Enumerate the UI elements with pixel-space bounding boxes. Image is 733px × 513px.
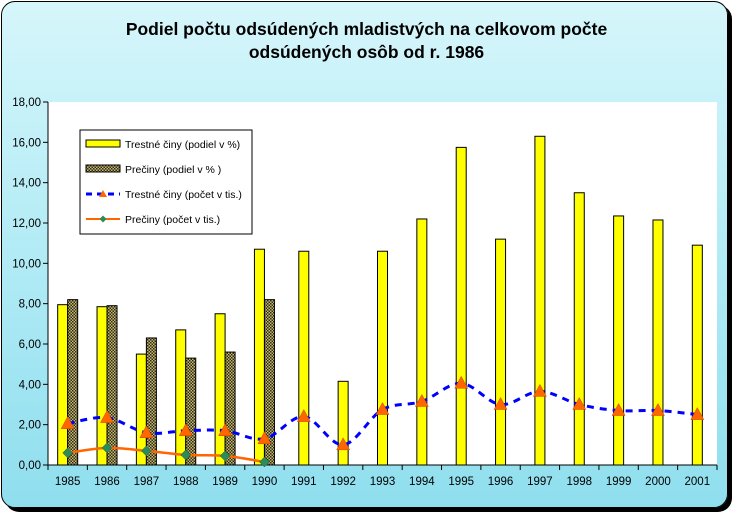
bar-preciny-podiel bbox=[185, 357, 197, 466]
bar-trestne-ciny-podiel bbox=[214, 313, 226, 466]
bar-trestne-ciny-podiel bbox=[573, 192, 585, 466]
x-tick-label: 1987 bbox=[134, 476, 160, 488]
x-tick-label: 1998 bbox=[566, 476, 592, 488]
bar-preciny-podiel bbox=[263, 299, 275, 466]
x-tick-label: 1991 bbox=[291, 476, 317, 488]
legend-label: Prečiny (podiel v % ) bbox=[125, 164, 221, 176]
marker-preciny-pocet bbox=[219, 450, 231, 462]
bar-trestne-ciny-podiel bbox=[298, 250, 310, 466]
chart-title-line-1: Podiel počtu odsúdených mladistvých na c… bbox=[125, 19, 608, 39]
y-tick-label: 14,00 bbox=[12, 178, 41, 190]
marker-trestne-ciny-pocet bbox=[218, 423, 233, 436]
marker-trestne-ciny-pocet bbox=[257, 431, 272, 445]
marker-trestne-ciny-pocet bbox=[572, 396, 587, 410]
x-tick-label: 1986 bbox=[94, 476, 120, 488]
y-tick-label: 2,00 bbox=[19, 420, 41, 432]
bar-trestne-ciny-podiel bbox=[96, 306, 108, 466]
y-tick-label: 12,00 bbox=[12, 218, 41, 230]
bar-trestne-ciny-podiel bbox=[337, 380, 349, 466]
x-tick-label: 1985 bbox=[55, 476, 81, 488]
line-trestne-ciny-pocet bbox=[67, 381, 698, 447]
legend-marker-trestne-ciny-pocet bbox=[99, 190, 107, 197]
legend-swatch-trestne-ciny-podiel bbox=[85, 139, 121, 148]
bar-trestne-ciny-podiel bbox=[495, 238, 507, 466]
x-tick-label: 1989 bbox=[212, 476, 238, 488]
bar-trestne-ciny-podiel bbox=[455, 146, 467, 466]
bar-trestne-ciny-podiel bbox=[534, 135, 546, 466]
x-tick-label: 1993 bbox=[370, 476, 396, 488]
x-tick-label: 1999 bbox=[606, 476, 632, 488]
marker-preciny-pocet bbox=[101, 442, 113, 454]
bar-trestne-ciny-podiel bbox=[613, 215, 625, 466]
marker-trestne-ciny-pocet bbox=[336, 437, 351, 451]
marker-trestne-ciny-pocet bbox=[60, 416, 75, 429]
bar-trestne-ciny-podiel bbox=[691, 244, 703, 466]
marker-trestne-ciny-pocet bbox=[651, 403, 665, 416]
marker-trestne-ciny-pocet bbox=[690, 407, 705, 420]
marker-preciny-pocet bbox=[180, 449, 192, 461]
marker-preciny-pocet bbox=[141, 445, 152, 457]
bar-trestne-ciny-podiel bbox=[416, 218, 428, 466]
x-tick-label: 2000 bbox=[645, 476, 671, 488]
bar-trestne-ciny-podiel bbox=[57, 304, 69, 466]
chart-title-line-2: odsúdených osôb od r. 1986 bbox=[248, 42, 485, 62]
marker-trestne-ciny-pocet bbox=[532, 383, 547, 397]
bar-preciny-podiel bbox=[224, 351, 236, 466]
legend-marker-preciny-pocet bbox=[99, 215, 107, 223]
y-tick-label: 6,00 bbox=[19, 339, 41, 351]
marker-trestne-ciny-pocet bbox=[178, 423, 193, 436]
bar-preciny-podiel bbox=[145, 337, 157, 466]
marker-trestne-ciny-pocet bbox=[375, 402, 390, 415]
x-tick-label: 1997 bbox=[527, 476, 553, 488]
y-tick-label: 8,00 bbox=[19, 299, 41, 311]
bar-trestne-ciny-podiel bbox=[377, 250, 388, 466]
marker-trestne-ciny-pocet bbox=[611, 403, 626, 416]
y-tick-label: 16,00 bbox=[12, 137, 41, 149]
legend-label: Prečiny (počet v tis.) bbox=[125, 214, 220, 226]
y-tick-label: 0,00 bbox=[19, 460, 41, 472]
x-tick-label: 1996 bbox=[488, 476, 514, 488]
bar-preciny-podiel bbox=[67, 299, 79, 466]
marker-trestne-ciny-pocet bbox=[139, 425, 154, 438]
y-tick-label: 18,00 bbox=[12, 97, 41, 109]
chart-title: Podiel počtu odsúdených mladistvých na c… bbox=[0, 18, 733, 64]
marker-preciny-pocet bbox=[62, 447, 74, 459]
marker-trestne-ciny-pocet bbox=[100, 410, 114, 423]
legend-swatch-preciny-podiel bbox=[85, 164, 121, 173]
x-tick-label: 1990 bbox=[252, 476, 278, 488]
bar-preciny-podiel bbox=[106, 305, 118, 466]
x-tick-label: 2001 bbox=[685, 476, 711, 488]
x-tick-label: 1995 bbox=[448, 476, 474, 488]
legend: Trestné činy (podiel v %) Prečiny (podiel… bbox=[79, 129, 253, 235]
legend-label: Trestné činy (počet v tis.) bbox=[125, 189, 242, 201]
marker-trestne-ciny-pocet bbox=[414, 393, 429, 407]
marker-trestne-ciny-pocet bbox=[493, 396, 508, 410]
bar-trestne-ciny-podiel bbox=[652, 219, 664, 466]
legend-label: Trestné činy (podiel v %) bbox=[125, 139, 240, 151]
x-tick-label: 1992 bbox=[330, 476, 356, 488]
bar-trestne-ciny-podiel bbox=[175, 329, 187, 466]
marker-trestne-ciny-pocet bbox=[296, 409, 311, 422]
y-tick-label: 4,00 bbox=[19, 379, 41, 391]
x-tick-label: 1988 bbox=[173, 476, 199, 488]
marker-preciny-pocet bbox=[259, 456, 270, 468]
marker-trestne-ciny-pocet bbox=[454, 375, 469, 389]
x-tick-label: 1994 bbox=[409, 476, 435, 488]
bar-trestne-ciny-podiel bbox=[253, 248, 265, 466]
y-tick-label: 10,00 bbox=[12, 258, 41, 270]
